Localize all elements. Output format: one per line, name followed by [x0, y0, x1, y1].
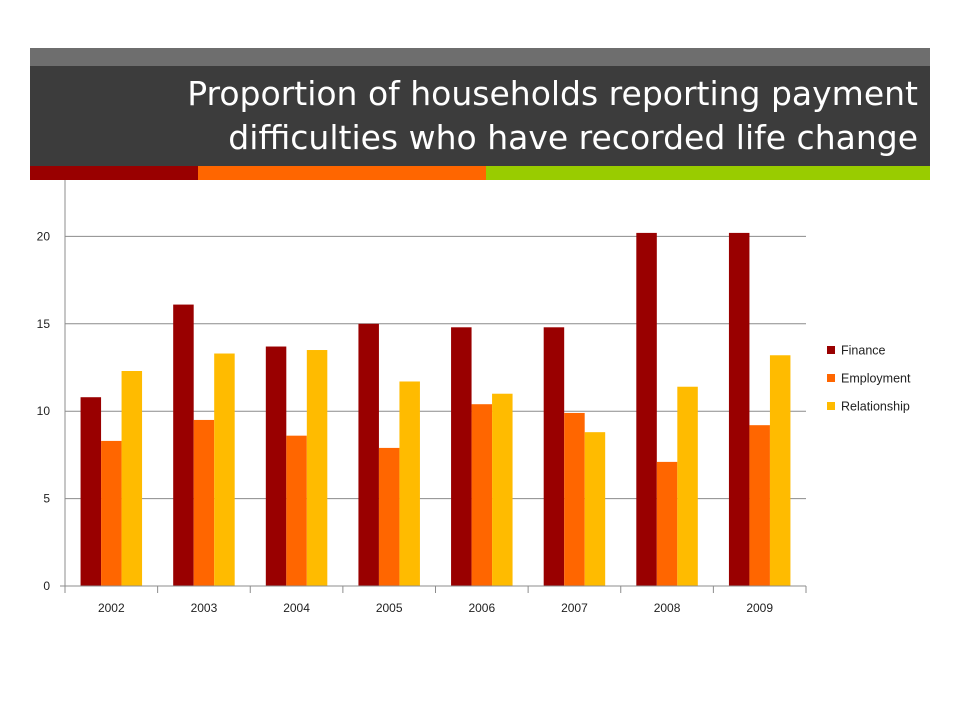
y-tick-label: 5 — [43, 492, 50, 506]
slide-title: Proportion of households reporting payme… — [187, 74, 918, 157]
legend-label: Relationship — [841, 400, 910, 414]
bar-employment-2007 — [564, 412, 585, 586]
y-tick-label: 10 — [37, 404, 51, 418]
bar-employment-2002 — [101, 440, 122, 586]
x-tick-label: 2006 — [468, 601, 495, 615]
legend-swatch — [827, 374, 835, 382]
bar-employment-2006 — [471, 404, 493, 586]
y-tick-label: 15 — [37, 317, 51, 331]
bar-employment-2005 — [378, 447, 400, 586]
legend: Finance Employment Relationship — [827, 344, 911, 414]
bar-relationship-2003 — [214, 353, 235, 586]
bars — [80, 232, 791, 587]
bar-relationship-2008 — [677, 386, 698, 586]
y-tick-label: 20 — [37, 229, 51, 243]
bar-finance-2009 — [728, 232, 750, 587]
bar-finance-2007 — [543, 327, 565, 586]
bar-employment-2004 — [286, 435, 307, 586]
x-tick-label: 2003 — [191, 601, 218, 615]
axes — [60, 149, 807, 593]
bar-finance-2008 — [636, 232, 657, 587]
legend-swatch — [827, 346, 835, 354]
title-band: Proportion of households reporting payme… — [30, 66, 930, 166]
legend-label: Employment — [841, 372, 911, 386]
x-tick-label: 2004 — [283, 601, 310, 615]
x-tick-label: 2008 — [654, 601, 681, 615]
bar-relationship-2006 — [492, 393, 513, 586]
x-tick-label: 2005 — [376, 601, 403, 615]
legend-label: Finance — [841, 344, 886, 358]
bar-relationship-2002 — [121, 370, 143, 586]
y-tick-labels: 0510152025 — [37, 142, 51, 593]
bar-finance-2004 — [265, 346, 287, 586]
bar-employment-2003 — [193, 419, 215, 586]
x-tick-label: 2007 — [561, 601, 588, 615]
bar-relationship-2004 — [306, 350, 328, 586]
x-tick-label: 2002 — [98, 601, 125, 615]
accent-strip-green — [486, 166, 930, 180]
bar-finance-2002 — [80, 397, 102, 586]
accent-strip-red — [30, 166, 198, 180]
header-top-band — [30, 48, 930, 66]
bar-relationship-2005 — [399, 381, 420, 586]
bar-employment-2008 — [656, 461, 678, 586]
bar-finance-2003 — [173, 304, 194, 586]
bar-finance-2006 — [451, 327, 472, 586]
y-tick-label: 0 — [43, 579, 50, 593]
x-tick-labels: 2002 2003 2004 2005 2006 2007 2008 2009 — [98, 601, 773, 615]
bar-relationship-2007 — [584, 432, 606, 586]
legend-swatch — [827, 402, 835, 410]
x-tick-label: 2009 — [746, 601, 773, 615]
bar-finance-2005 — [358, 323, 379, 586]
accent-strip-orange — [198, 166, 486, 180]
bar-employment-2009 — [749, 425, 770, 586]
bar-relationship-2009 — [769, 355, 791, 586]
